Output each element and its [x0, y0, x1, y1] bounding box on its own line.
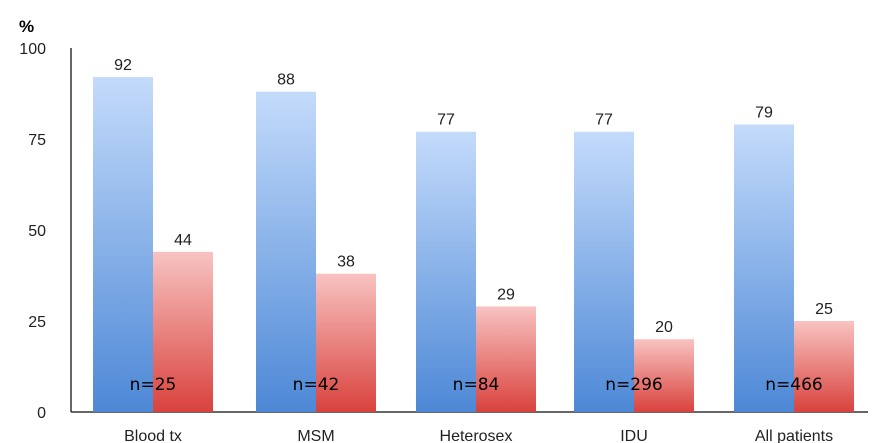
bar: [574, 131, 634, 412]
sample-size-label: n=42: [293, 375, 340, 395]
x-category-label: MSM: [297, 428, 334, 443]
y-tick-label: 75: [28, 132, 46, 149]
data-label: 77: [595, 112, 613, 129]
bar: [734, 124, 794, 412]
bar: [93, 77, 153, 413]
bar: [476, 306, 536, 412]
y-tick-label: 25: [28, 314, 46, 331]
bar: [634, 339, 694, 412]
sample-size-label: n=466: [765, 375, 822, 395]
x-category-label: IDU: [620, 428, 648, 443]
y-tick-label: 100: [19, 41, 46, 58]
data-label: 88: [277, 72, 295, 89]
bar: [316, 273, 376, 412]
data-label: 79: [755, 104, 773, 121]
x-category-label: All patients: [755, 428, 833, 443]
sample-size-label: n=296: [605, 375, 662, 395]
y-axis-ticks: 0 25 50 75 100: [19, 41, 46, 422]
data-label: 92: [114, 57, 132, 74]
data-label: 20: [655, 319, 673, 336]
data-label: 29: [497, 286, 515, 303]
x-category-label: Heterosex: [440, 428, 513, 443]
data-label: 77: [437, 112, 455, 129]
sample-size-label: n=25: [130, 375, 177, 395]
bars: [93, 77, 854, 413]
bar: [416, 131, 476, 412]
bar: [256, 91, 316, 413]
category-labels: Blood tx MSM Heterosex IDU All patients: [124, 428, 833, 443]
y-axis-unit-label: %: [19, 17, 34, 36]
y-tick-label: 50: [28, 223, 46, 240]
data-label: 44: [174, 232, 192, 249]
bar: [794, 321, 854, 412]
data-label: 25: [815, 301, 833, 318]
bar: [153, 251, 213, 412]
x-category-label: Blood tx: [124, 428, 182, 443]
y-tick-label: 0: [37, 405, 46, 422]
data-label: 38: [337, 254, 355, 271]
sample-size-label: n=84: [453, 375, 500, 395]
data-labels: 92 44 n=25 88 38 n=42 77 29 n=84 77 20 n=296 79 25 n=4…: [114, 57, 833, 395]
